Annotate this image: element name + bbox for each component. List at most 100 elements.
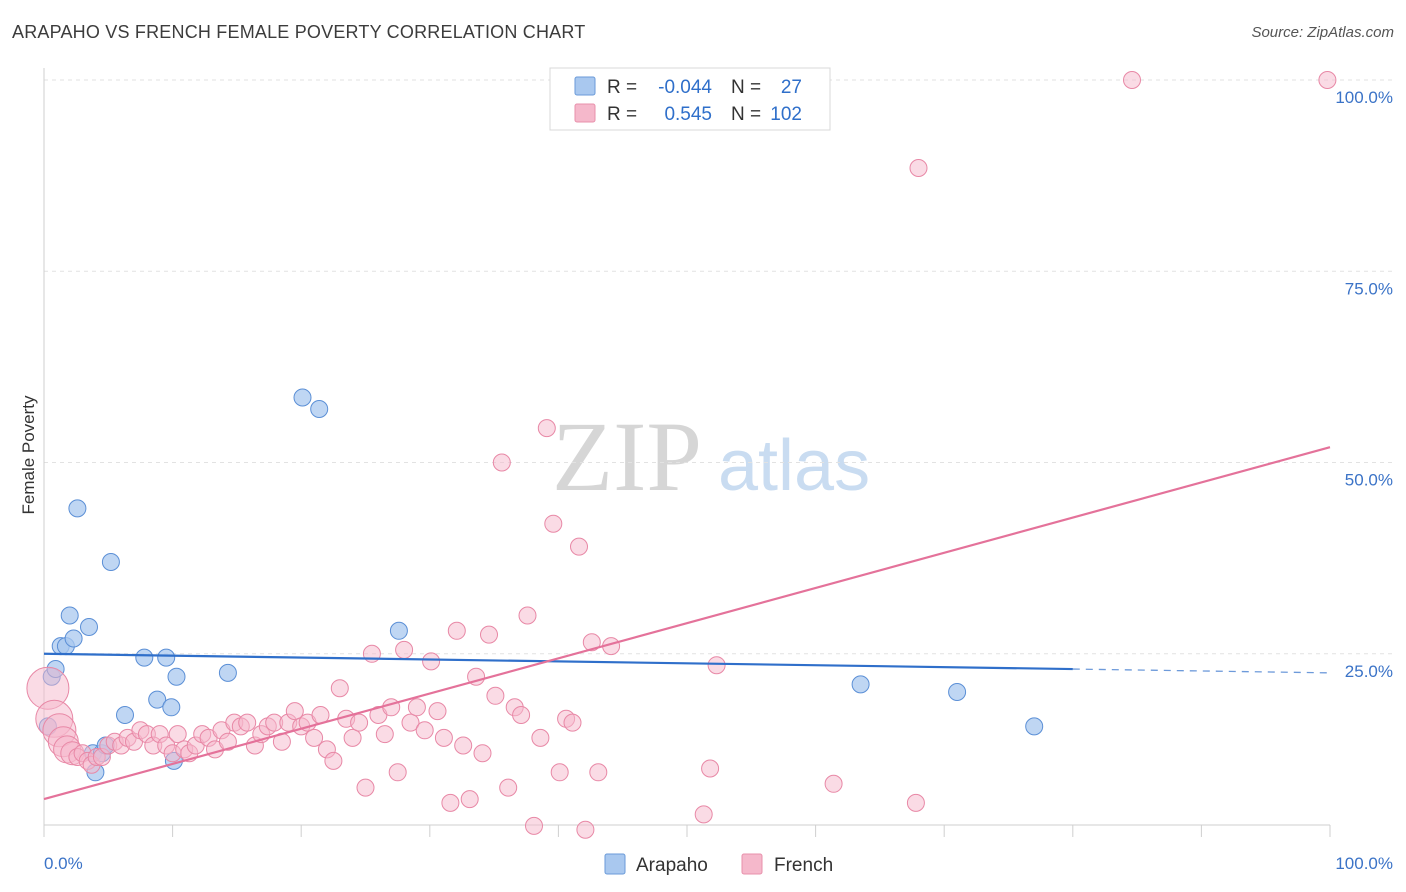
french-point-70 <box>473 744 492 763</box>
arapaho-point-23 <box>310 400 329 418</box>
french-point-51 <box>350 713 369 732</box>
french-point-66 <box>447 621 466 640</box>
arapaho-trend-line <box>43 652 1073 671</box>
french-point-95 <box>909 159 928 177</box>
french-point-50 <box>343 728 362 747</box>
french-point-72 <box>486 686 505 705</box>
x-tick-label-0: 0.0% <box>44 854 83 873</box>
watermark-atlas: atlas <box>718 426 870 506</box>
legend-r-label-1: R = <box>607 104 637 125</box>
arapaho-point-13 <box>101 553 120 571</box>
french-point-67 <box>454 736 473 755</box>
french-point-74 <box>499 778 518 797</box>
legend-n-value-1: 102 <box>770 104 802 125</box>
bottom-legend-swatch-arapaho <box>604 853 626 875</box>
arapaho-point-22 <box>293 388 312 407</box>
french-point-85 <box>570 537 588 556</box>
bottom-legend-swatch-french <box>741 853 763 875</box>
french-point-64 <box>434 728 453 747</box>
french-point-55 <box>375 725 394 744</box>
french-point-88 <box>589 763 608 782</box>
french-point-65 <box>441 793 460 812</box>
arapaho-trend-extension <box>1072 668 1331 674</box>
points-layer <box>26 71 1337 839</box>
french-point-77 <box>518 606 537 625</box>
arapaho-point-15 <box>135 648 154 667</box>
source-label: Source: ZipAtlas.com <box>1251 24 1394 41</box>
french-point-48 <box>330 679 349 698</box>
trend-lines <box>43 446 1331 801</box>
french-point-82 <box>550 763 569 782</box>
french-point-68 <box>460 790 479 809</box>
legend-n-label-1: N = <box>731 104 761 125</box>
y-tick-label-2: 50.0% <box>1345 471 1393 490</box>
arapaho-point-26 <box>948 683 967 701</box>
french-point-86 <box>576 820 595 839</box>
legend-swatch-arapaho <box>574 76 596 96</box>
arapaho-point-16 <box>148 690 167 709</box>
bottom-legend-french: French <box>774 855 833 876</box>
french-point-63 <box>428 702 447 721</box>
french-point-76 <box>512 706 531 724</box>
grid-lines <box>44 79 1395 655</box>
french-point-31 <box>218 732 237 751</box>
tick-labels: 100.0% 75.0% 50.0% 25.0% 0.0% 100.0% <box>44 88 1393 873</box>
french-point-44 <box>305 728 324 747</box>
french-point-87 <box>582 633 601 652</box>
french-point-47 <box>324 751 343 770</box>
arapaho-point-20 <box>167 667 186 686</box>
arapaho-point-6 <box>64 629 83 648</box>
legend-box <box>549 67 831 131</box>
y-axis-label: Female Poverty <box>19 395 38 515</box>
french-point-61 <box>415 721 434 740</box>
legend-r-label-0: R = <box>607 77 637 98</box>
french-point-52 <box>356 778 375 797</box>
french-point-59 <box>401 713 420 732</box>
french-point-23 <box>168 725 187 744</box>
french-point-92 <box>707 656 726 675</box>
legend-n-label-0: N = <box>731 77 761 98</box>
french-point-81 <box>544 514 563 533</box>
french-point-93 <box>824 774 843 793</box>
french-point-91 <box>701 759 720 778</box>
french-point-62 <box>422 652 441 671</box>
arapaho-point-5 <box>60 606 79 625</box>
series-legend: Arapaho French <box>604 853 833 876</box>
french-point-78 <box>525 816 543 835</box>
french-point-90 <box>694 805 713 824</box>
arapaho-point-18 <box>162 698 181 717</box>
legend-swatch-french <box>574 103 596 123</box>
french-point-57 <box>388 763 407 782</box>
french-point-80 <box>537 419 556 438</box>
arapaho-point-8 <box>80 618 98 636</box>
correlation-legend: R = -0.044 N = 27 R = 0.545 N = 102 <box>549 67 831 131</box>
french-point-41 <box>285 702 304 721</box>
arapaho-point-27 <box>1025 717 1044 736</box>
y-tick-label-0: 100.0% <box>1335 88 1393 107</box>
french-point-97 <box>1318 71 1337 89</box>
french-point-79 <box>531 728 550 747</box>
arapaho-point-17 <box>157 648 176 667</box>
arapaho-point-25 <box>851 675 870 694</box>
legend-r-value-0: -0.044 <box>658 77 712 98</box>
x-tick-label-1: 100.0% <box>1335 854 1393 873</box>
french-point-84 <box>563 713 582 732</box>
legend-r-value-1: 0.545 <box>664 104 712 125</box>
french-point-96 <box>1123 71 1141 89</box>
chart-title: ARAPAHO VS FRENCH FEMALE POVERTY CORRELA… <box>12 22 586 42</box>
arapaho-point-24 <box>389 621 408 640</box>
y-tick-label-1: 75.0% <box>1345 279 1393 298</box>
french-point-71 <box>480 625 498 644</box>
french-point-34 <box>238 713 257 732</box>
arapaho-point-21 <box>218 663 237 682</box>
legend-n-value-0: 27 <box>781 77 802 98</box>
french-point-58 <box>395 640 414 659</box>
watermark-zip: ZIP <box>552 401 702 512</box>
y-tick-label-3: 25.0% <box>1345 662 1393 681</box>
french-point-60 <box>407 698 426 717</box>
bottom-legend-arapaho: Arapaho <box>636 855 708 876</box>
french-point-73 <box>492 453 511 472</box>
french-trend-line <box>43 446 1331 801</box>
arapaho-point-14 <box>116 706 134 724</box>
